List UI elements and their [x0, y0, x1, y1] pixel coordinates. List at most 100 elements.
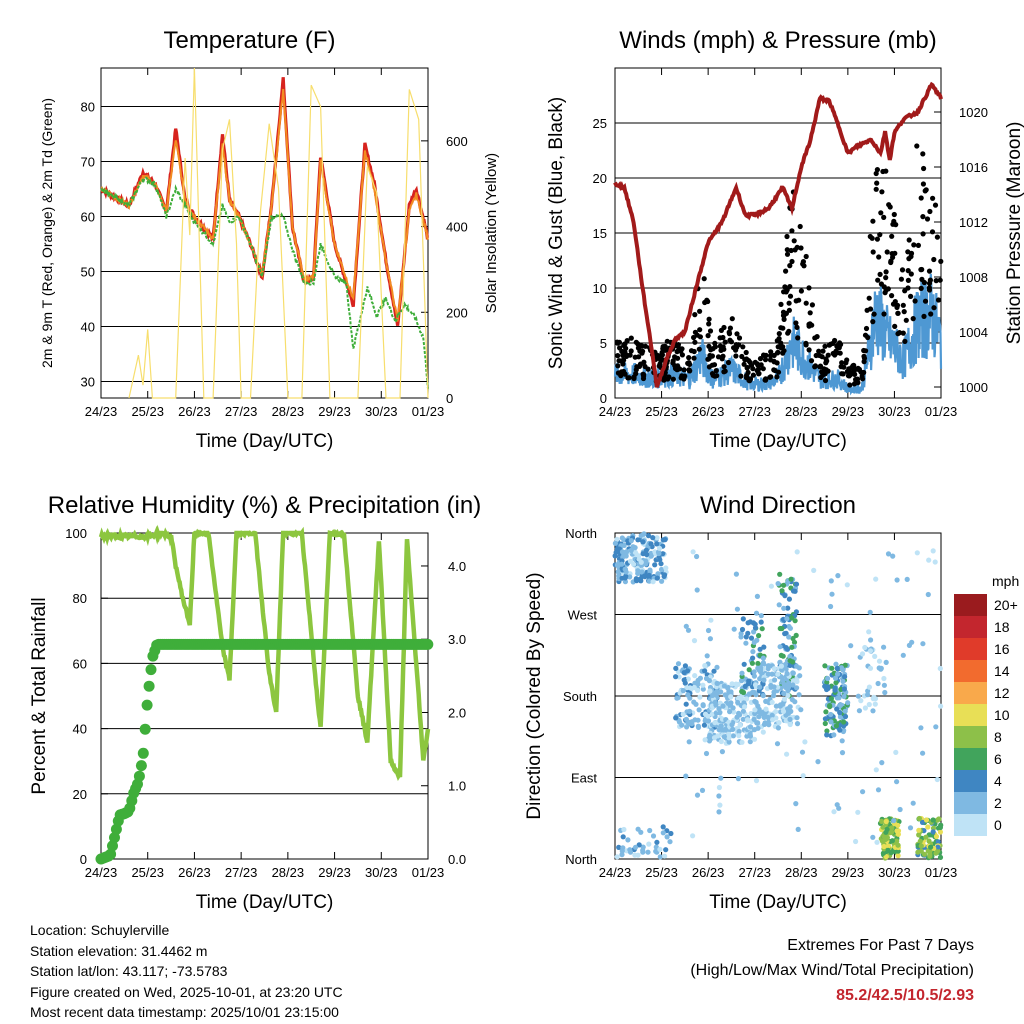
- gust-point: [794, 324, 800, 330]
- legend-label: 20+: [994, 597, 1018, 613]
- location-text: Location: Schuylerville: [30, 922, 170, 938]
- gust-point: [787, 263, 793, 269]
- direction-point: [673, 665, 679, 672]
- direction-point: [831, 809, 837, 815]
- station-info: Location: Schuylerville Station elevatio…: [30, 920, 343, 1023]
- legend-label: 8: [994, 729, 1002, 745]
- gust-point: [843, 360, 849, 366]
- gust-point: [919, 276, 925, 282]
- gust-point: [905, 285, 911, 291]
- direction-point: [781, 696, 788, 702]
- direction-point: [862, 644, 868, 651]
- direction-point: [785, 710, 792, 716]
- gust-point: [642, 363, 648, 370]
- direction-point: [663, 847, 669, 853]
- direction-point: [755, 725, 761, 731]
- direction-point: [906, 642, 913, 649]
- direction-point: [708, 617, 714, 623]
- direction-point: [784, 671, 790, 677]
- y-tick-label: North: [565, 526, 597, 541]
- direction-point: [825, 684, 831, 690]
- direction-point: [920, 750, 926, 756]
- direction-point: [765, 720, 771, 726]
- gust-point: [675, 342, 682, 348]
- direction-point: [831, 732, 837, 738]
- panel-title: Temperature (F): [163, 27, 335, 54]
- gust-point: [822, 343, 828, 349]
- gust-point: [637, 342, 644, 348]
- legend-swatch: [954, 792, 987, 814]
- direction-point: [787, 653, 793, 660]
- direction-point: [879, 818, 885, 825]
- direction-point: [722, 726, 729, 733]
- gust-point: [926, 268, 933, 274]
- direction-point: [658, 566, 665, 573]
- direction-point: [794, 715, 800, 721]
- direction-point: [790, 670, 796, 676]
- gust-point: [709, 371, 716, 377]
- direction-point: [657, 854, 663, 860]
- direction-point: [697, 675, 704, 681]
- gust-point: [806, 285, 812, 291]
- direction-point: [656, 550, 662, 557]
- gust-point: [905, 277, 912, 283]
- gust-point: [862, 332, 869, 338]
- direction-point: [786, 684, 792, 690]
- direction-point: [868, 637, 874, 643]
- direction-point: [828, 603, 834, 610]
- gust-point: [767, 357, 774, 363]
- temp-2m-line: [100, 77, 429, 326]
- gust-point: [870, 218, 876, 224]
- direction-point: [779, 625, 785, 632]
- gust-point: [797, 223, 803, 230]
- precip-point: [137, 747, 149, 759]
- direction-point: [685, 692, 691, 698]
- gust-point: [747, 359, 753, 366]
- y-tick-label: 25: [593, 116, 607, 131]
- gust-point: [924, 216, 931, 222]
- direction-point: [829, 665, 835, 671]
- gust-point: [788, 247, 794, 254]
- gust-point: [929, 229, 936, 235]
- direction-point: [937, 665, 943, 672]
- direction-point: [628, 547, 634, 554]
- gust-point: [881, 311, 887, 317]
- direction-point: [832, 675, 839, 681]
- legend-label: 18: [994, 619, 1010, 635]
- direction-point: [702, 737, 708, 743]
- direction-point: [690, 833, 696, 839]
- direction-point: [744, 717, 751, 723]
- gust-point: [837, 350, 843, 356]
- direction-point: [653, 848, 659, 854]
- gust-point: [839, 360, 845, 366]
- direction-point: [705, 627, 712, 634]
- x-tick-label: 26/23: [692, 404, 725, 419]
- y-axis-label: Direction (Colored By Speed): [524, 572, 545, 819]
- direction-point: [834, 665, 840, 672]
- gust-point: [808, 358, 815, 364]
- direction-point: [904, 576, 910, 583]
- gust-point: [836, 345, 842, 351]
- direction-point: [873, 767, 879, 773]
- direction-point: [836, 805, 842, 811]
- direction-point: [769, 671, 775, 677]
- direction-point: [679, 722, 685, 728]
- direction-point: [749, 660, 756, 666]
- direction-point: [709, 711, 715, 717]
- gust-point: [670, 360, 676, 366]
- direction-point: [657, 846, 663, 853]
- direction-point: [747, 619, 753, 625]
- gust-point: [820, 348, 826, 354]
- gust-point: [938, 258, 944, 264]
- gust-point: [678, 375, 684, 381]
- gust-point: [908, 253, 914, 260]
- x-tick-label: 24/23: [85, 865, 118, 880]
- direction-point: [925, 824, 931, 830]
- direction-point: [875, 787, 882, 793]
- direction-point: [752, 698, 758, 704]
- direction-point: [627, 849, 634, 855]
- direction-point: [690, 549, 696, 555]
- gust-point: [733, 347, 739, 353]
- y-right-tick-label: 1004: [959, 325, 988, 340]
- direction-point: [796, 692, 802, 698]
